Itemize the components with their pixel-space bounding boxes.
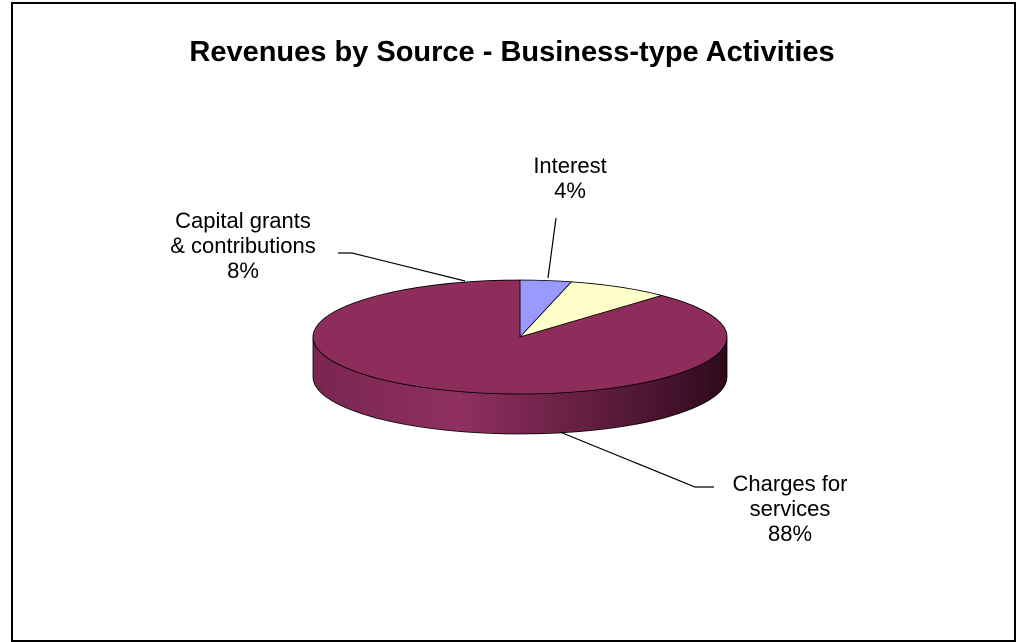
slice-name-charges-line1: Charges for [732, 471, 848, 496]
leader-line-charges [559, 431, 714, 488]
slice-percent-charges: 88% [767, 521, 813, 546]
chart-title: Revenues by Source - Business-type Activ… [189, 36, 835, 68]
slice-label-capital-grants: Capital grants & contributions 8% [148, 208, 338, 283]
slice-name-capital-grants-line1: Capital grants [175, 208, 311, 233]
slice-name-charges-line2: services [749, 496, 831, 521]
slice-label-interest: Interest 4% [500, 153, 640, 203]
pie-slice-charges-for-services [312, 279, 728, 395]
pie-chart [312, 217, 728, 488]
leader-line-interest [547, 217, 557, 279]
slice-name-capital-grants-line2: & contributions [170, 233, 316, 258]
pie-slice-capital-grants-contributions [518, 281, 664, 338]
slice-percent-capital-grants: 8% [227, 258, 259, 283]
leader-line-capital [338, 252, 466, 282]
slice-label-charges: Charges for services 88% [700, 471, 880, 546]
slice-name-interest: Interest [533, 153, 607, 178]
slice-percent-interest: 4% [554, 178, 586, 203]
